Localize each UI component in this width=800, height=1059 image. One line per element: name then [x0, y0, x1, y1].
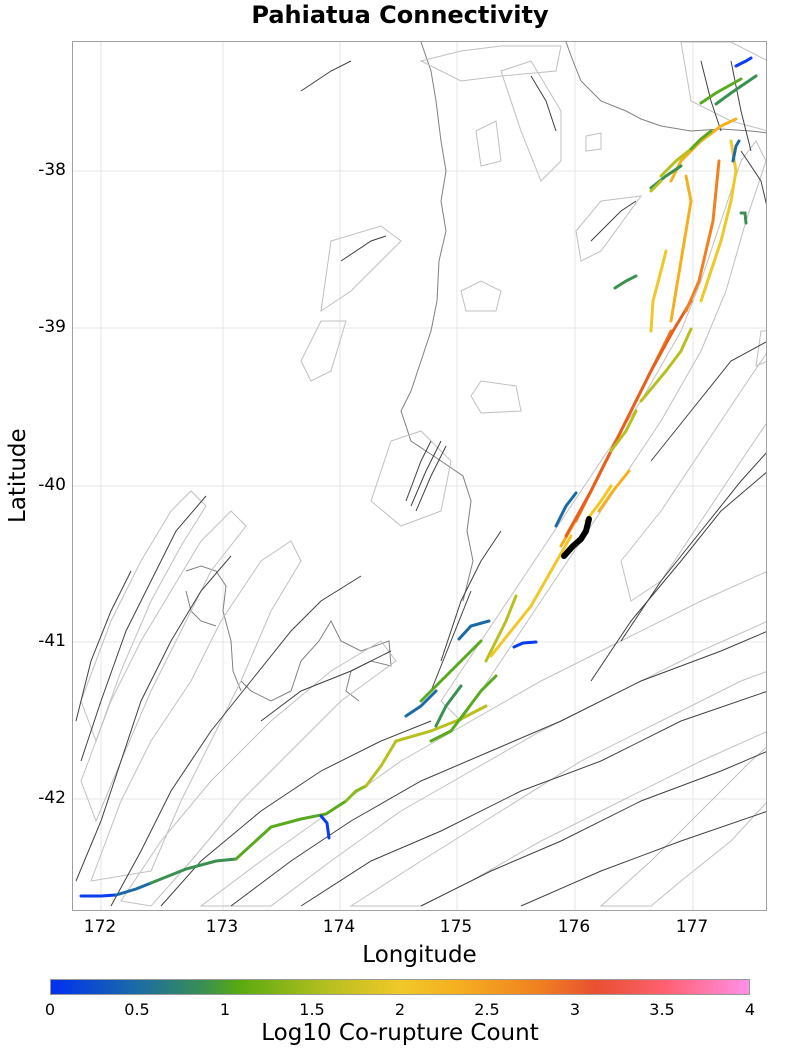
x-tick: 176 — [557, 917, 591, 937]
gridlines — [73, 42, 766, 910]
coastline — [185, 42, 766, 702]
y-tick: -40 — [38, 475, 66, 495]
colorbar-tick: 0 — [44, 1000, 56, 1019]
background-faults — [75, 60, 766, 907]
colorbar-label: Log10 Co-rupture Count — [261, 1020, 539, 1046]
x-tick: 177 — [675, 917, 709, 937]
colorbar-tick: 1.5 — [299, 1000, 325, 1019]
fault-outlines — [80, 42, 766, 907]
x-tick: 173 — [205, 917, 239, 937]
chart-title: Pahiatua Connectivity — [251, 1, 549, 29]
co-rupture-segments — [79, 56, 758, 898]
source-fault-pahiatua — [561, 516, 592, 559]
x-tick: 174 — [322, 917, 356, 937]
y-tick: -42 — [38, 788, 66, 808]
colorbar-tick: 1 — [219, 1000, 231, 1019]
colorbar-tick: 3 — [569, 1000, 581, 1019]
colorbar-tick: 2.5 — [474, 1000, 500, 1019]
x-tick: 172 — [83, 917, 117, 937]
colorbar-tick: 2 — [394, 1000, 406, 1019]
colorbar — [50, 979, 750, 995]
map-plot-area[interactable] — [72, 41, 767, 911]
colorbar-tick: 3.5 — [649, 1000, 675, 1019]
colorbar-tick: 4 — [744, 1000, 756, 1019]
y-tick: -41 — [38, 631, 66, 651]
x-axis-label: Longitude — [362, 942, 477, 968]
y-tick: -39 — [38, 317, 66, 337]
x-tick: 175 — [439, 917, 473, 937]
map-canvas — [73, 42, 766, 910]
colorbar-tick: 0.5 — [124, 1000, 150, 1019]
y-tick: -38 — [38, 160, 66, 180]
